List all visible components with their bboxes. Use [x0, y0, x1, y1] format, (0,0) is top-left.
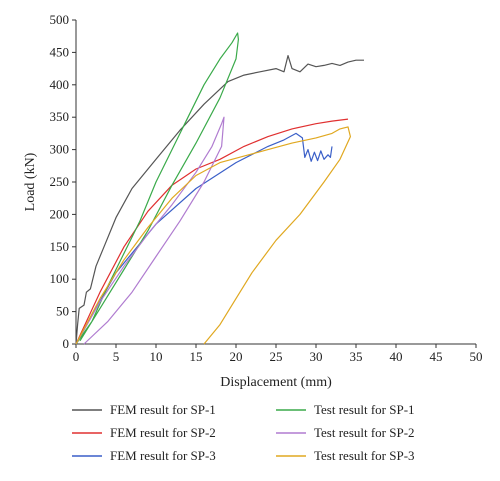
y-tick-label: 250 [50, 174, 70, 189]
legend-label-5: Test result for SP-2 [314, 425, 415, 440]
legend: FEM result for SP-1 FEM result for SP-2 FE… [72, 402, 415, 463]
x-tick-label: 30 [310, 349, 323, 364]
x-tick-label: 50 [470, 349, 483, 364]
legend-label-6: Test result for SP-3 [314, 448, 415, 463]
y-tick-label: 50 [56, 304, 69, 319]
y-tick-label: 450 [50, 44, 70, 59]
x-tick-label: 35 [350, 349, 363, 364]
y-tick-label: 150 [50, 239, 70, 254]
x-tick-label: 20 [230, 349, 243, 364]
y-tick-label: 300 [50, 142, 70, 157]
axes: 0 5 10 15 20 25 30 35 40 45 5005010015020025030035… [50, 12, 483, 364]
x-axis-label: Displacement (mm) [220, 375, 332, 390]
series-line-2 [75, 118, 349, 345]
y-axis-label: Load (kN) [23, 152, 38, 211]
x-tick-label: 45 [430, 349, 443, 364]
legend-label-1: FEM result for SP-1 [110, 402, 216, 417]
y-tick-label: 100 [50, 271, 70, 286]
series-layer [75, 32, 364, 345]
series-line-3 [75, 132, 333, 345]
series-line-1 [75, 55, 364, 345]
series-line-5 [75, 116, 225, 345]
x-tick-label: 0 [73, 349, 80, 364]
y-tick-label: 350 [50, 109, 70, 124]
series-line-6 [75, 126, 351, 345]
x-tick-label: 10 [150, 349, 163, 364]
legend-label-4: Test result for SP-1 [314, 402, 415, 417]
series-line-4 [75, 32, 239, 345]
x-tick-label: 5 [113, 349, 120, 364]
y-tick-label: 500 [50, 12, 70, 27]
legend-label-3: FEM result for SP-3 [110, 448, 216, 463]
y-tick-label: 200 [50, 206, 70, 221]
y-tick-label: 0 [63, 336, 70, 351]
x-tick-label: 40 [390, 349, 403, 364]
y-tick-label: 400 [50, 77, 70, 92]
x-tick-label: 25 [270, 349, 283, 364]
legend-label-2: FEM result for SP-2 [110, 425, 216, 440]
x-tick-label: 15 [190, 349, 203, 364]
